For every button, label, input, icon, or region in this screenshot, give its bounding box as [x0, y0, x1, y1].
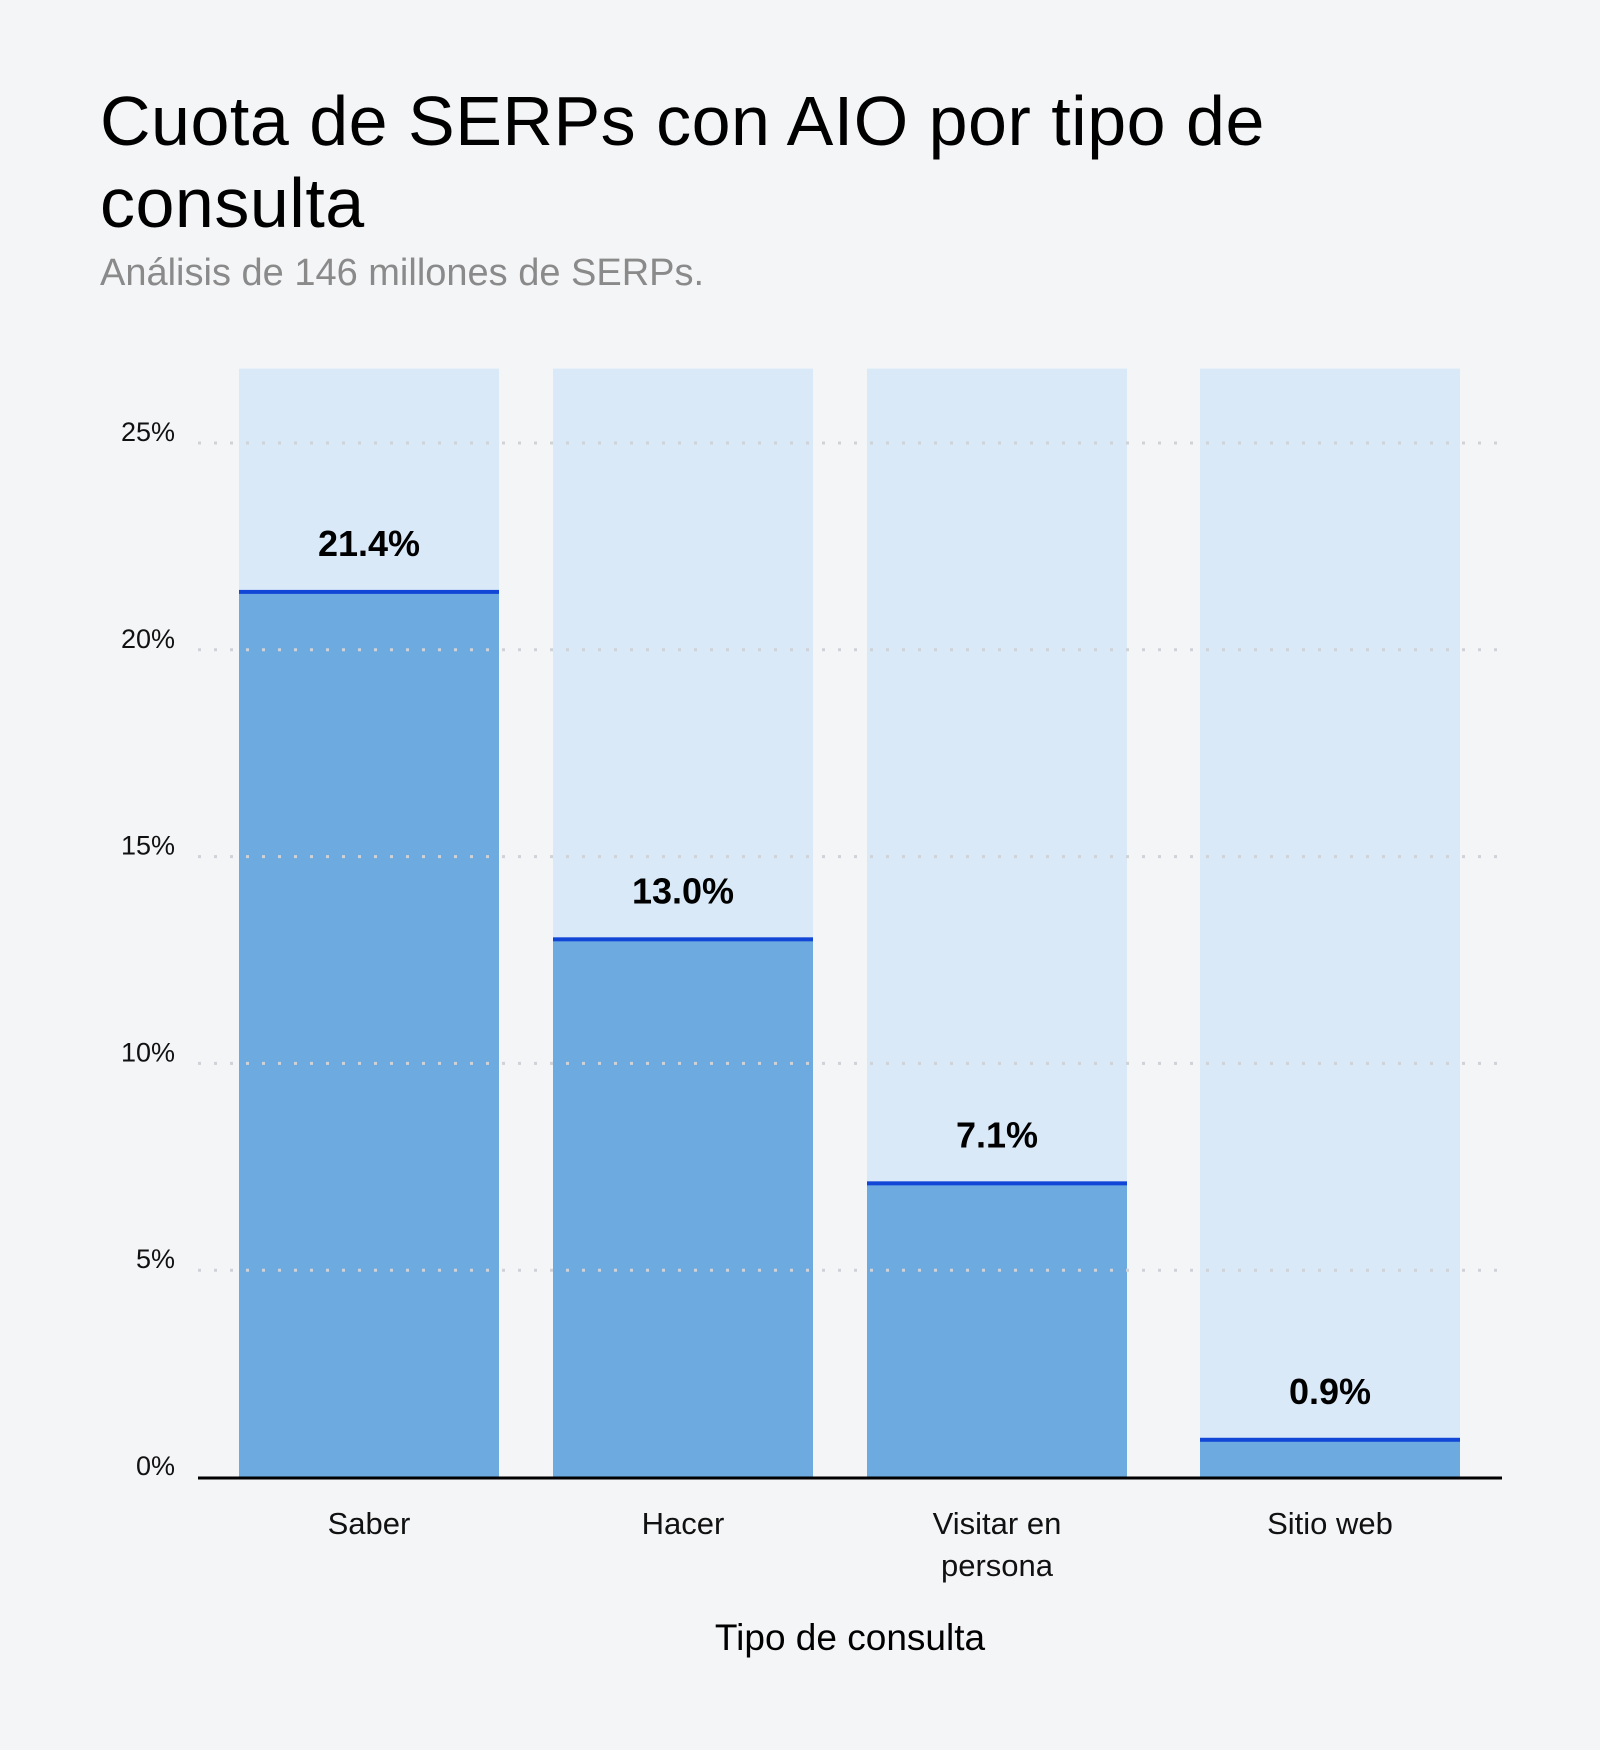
bar-top-line	[553, 937, 813, 942]
value-label: 13.0%	[632, 870, 734, 911]
value-label: 7.1%	[956, 1114, 1038, 1155]
value-label: 0.9%	[1289, 1371, 1371, 1412]
x-tick-label: persona	[941, 1548, 1054, 1583]
bar-background	[1200, 368, 1460, 1477]
y-tick-label: 5%	[136, 1244, 175, 1274]
x-axis-title: Tipo de consulta	[715, 1617, 986, 1658]
y-tick-label: 15%	[121, 831, 175, 861]
bar	[239, 591, 499, 1477]
bar-top-line	[867, 1181, 1127, 1186]
bar-top-line	[1200, 1437, 1460, 1442]
bar	[1200, 1439, 1460, 1477]
bar	[867, 1183, 1127, 1477]
bar-top-line	[239, 589, 499, 594]
y-tick-label: 25%	[121, 417, 175, 447]
x-tick-label: Hacer	[642, 1506, 725, 1541]
x-tick-label: Sitio web	[1267, 1506, 1393, 1541]
bar	[553, 939, 813, 1477]
x-tick-label: Saber	[328, 1506, 411, 1541]
value-label: 21.4%	[318, 523, 420, 564]
y-tick-label: 0%	[136, 1451, 175, 1481]
y-tick-label: 10%	[121, 1037, 175, 1067]
y-tick-label: 20%	[121, 624, 175, 654]
x-tick-label: Visitar en	[933, 1506, 1062, 1541]
chart-title: Cuota de SERPs con AIO por tipo de consu…	[100, 82, 1265, 242]
chart-subtitle: Análisis de 146 millones de SERPs.	[100, 252, 705, 294]
